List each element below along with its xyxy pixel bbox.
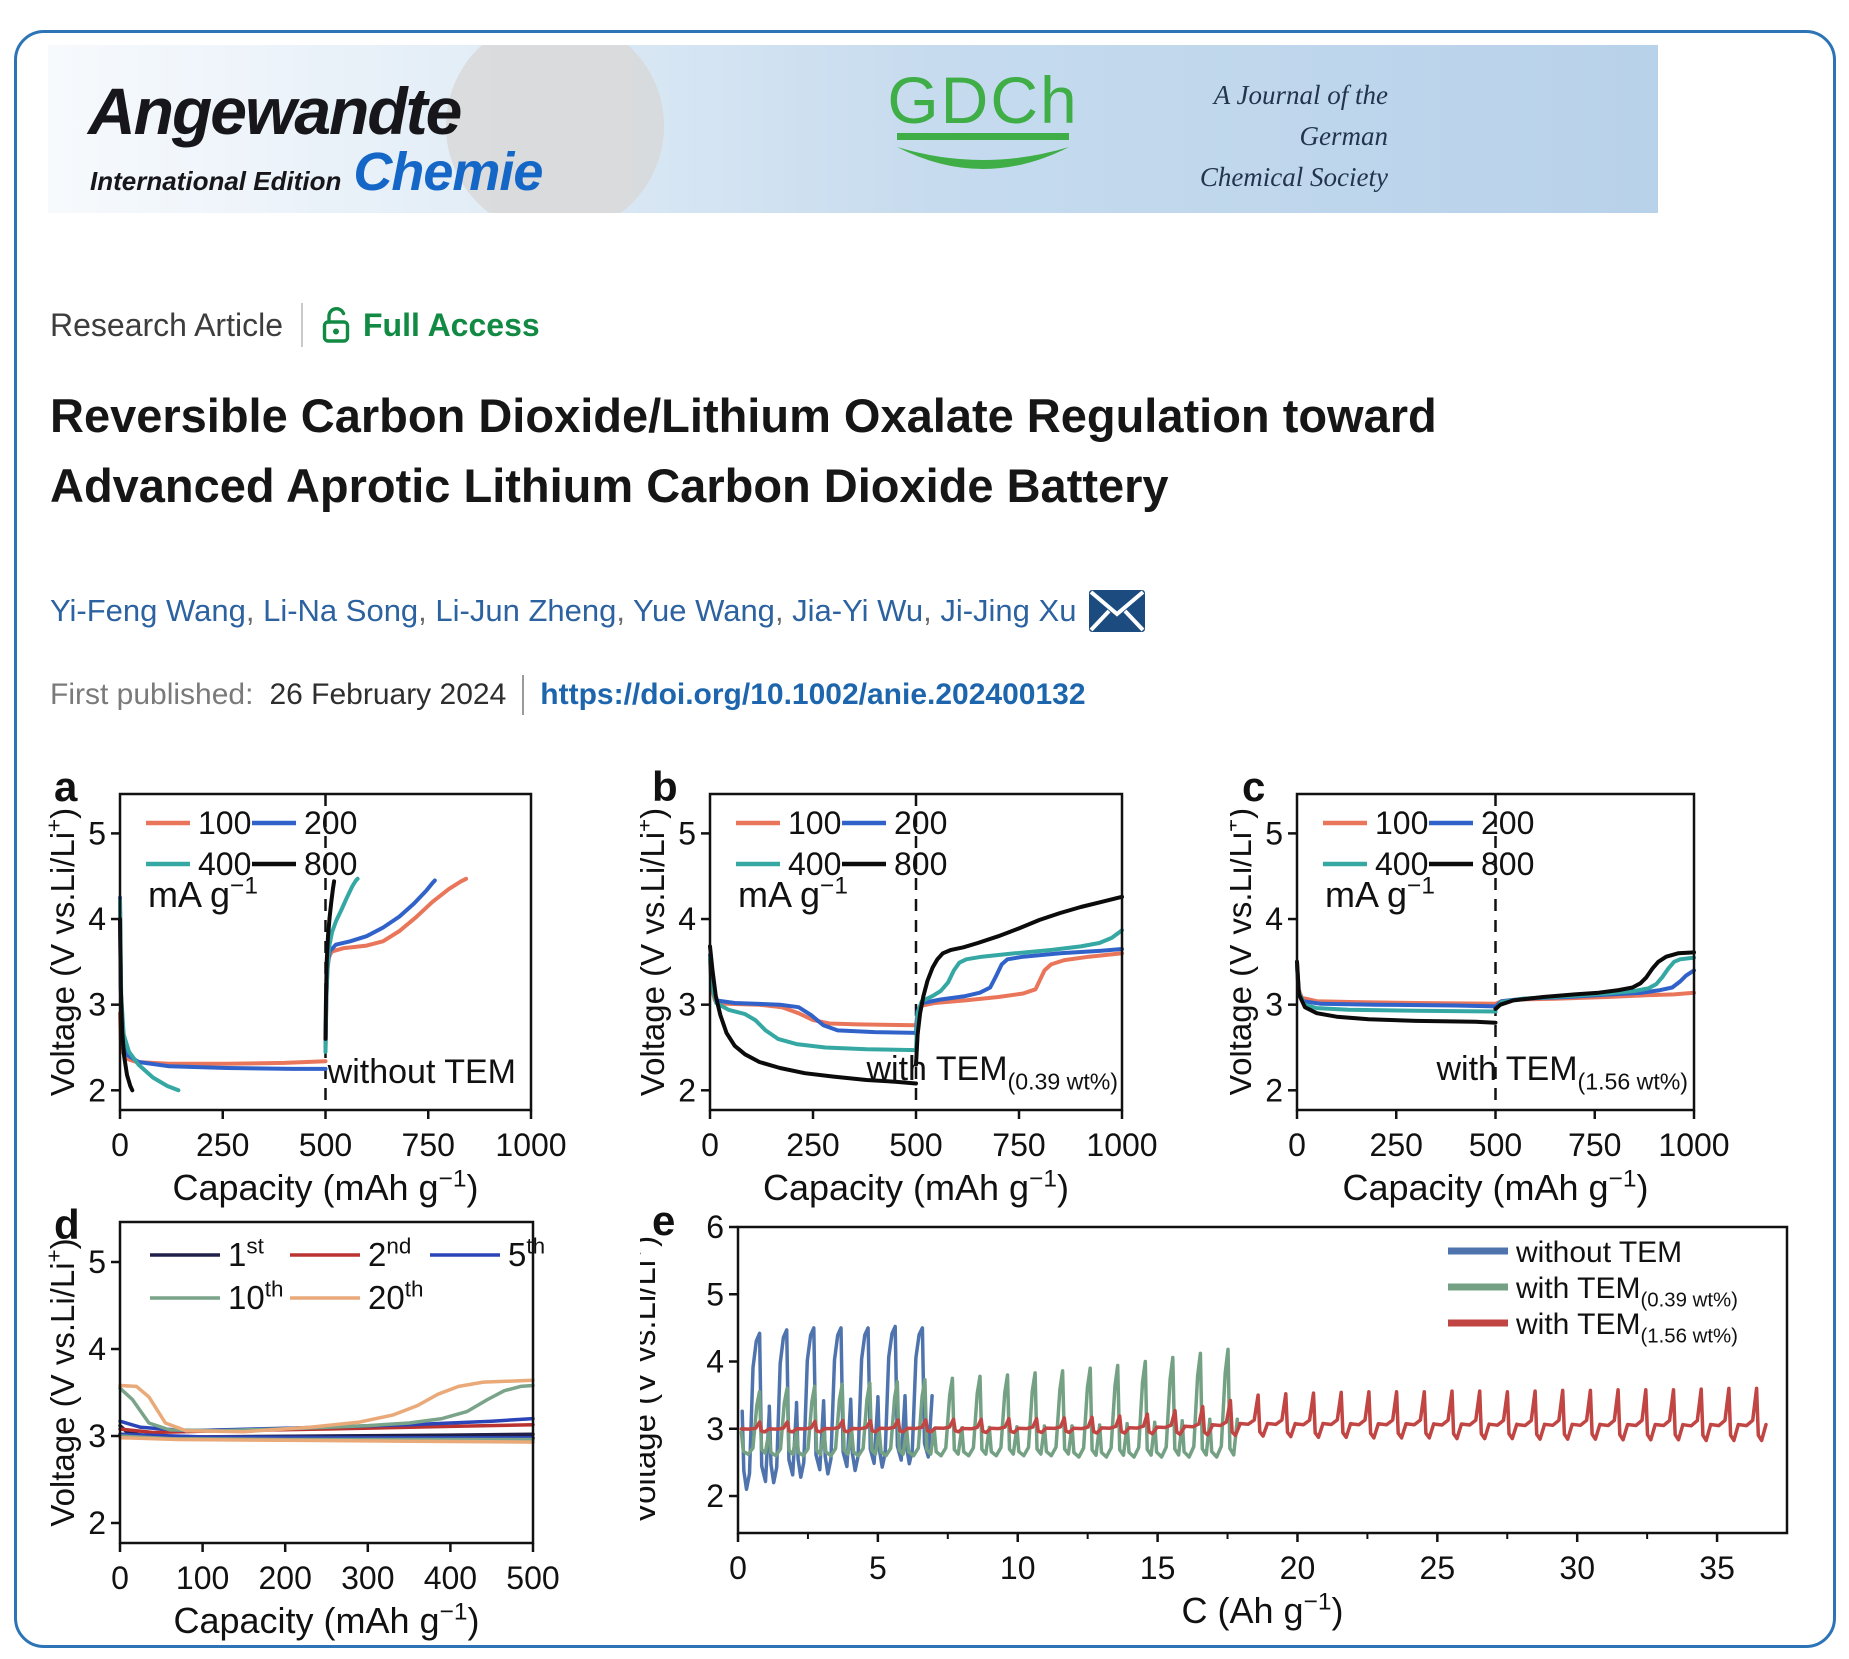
- author-link[interactable]: Li-Jun Zheng: [435, 593, 617, 628]
- email-icon[interactable]: [1088, 589, 1146, 633]
- banner-decorative-circle: [446, 45, 664, 213]
- journal-logo-angewandte: Angewandte: [88, 74, 462, 148]
- article-title-line1: Reversible Carbon Dioxide/Lithium Oxalat…: [50, 389, 1437, 442]
- access-badge-label: Full Access: [362, 306, 540, 343]
- article-card: Angewandte International Edition Chemie …: [14, 30, 1836, 1648]
- author-list: Yi-Feng Wang, Li-Na Song, Li-Jun Zheng, …: [50, 589, 1146, 633]
- meta-divider: [300, 303, 303, 347]
- author-separator: ,: [616, 593, 634, 628]
- article-meta-row: Research Article Full Access: [50, 301, 540, 349]
- first-published-date: 26 February 2024: [269, 678, 507, 711]
- article-type-label: Research Article: [50, 306, 283, 343]
- author-link[interactable]: Li-Na Song: [263, 593, 419, 628]
- author-separator: ,: [418, 593, 436, 628]
- author-link[interactable]: Ji-Jing Xu: [940, 593, 1077, 628]
- publication-row: First published: 26 February 2024 https:…: [50, 675, 1086, 715]
- gdch-logo-bowl-icon: [897, 133, 1069, 169]
- journal-tagline: A Journal of the German Chemical Society: [1108, 75, 1388, 198]
- article-title-line2: Advanced Aprotic Lithium Carbon Dioxide …: [50, 459, 1169, 512]
- journal-logo-chemie: Chemie: [353, 142, 543, 202]
- access-badge: Full Access: [321, 306, 540, 344]
- tagline-line: Chemical Society: [1199, 162, 1388, 193]
- article-title: Reversible Carbon Dioxide/Lithium Oxalat…: [50, 381, 1570, 521]
- gdch-logo: GDCh: [868, 67, 1098, 184]
- author-link[interactable]: Yi-Feng Wang: [50, 593, 246, 628]
- author-separator: ,: [923, 593, 941, 628]
- tagline-line: German: [1299, 121, 1389, 152]
- journal-banner: Angewandte International Edition Chemie …: [48, 45, 1658, 213]
- first-published-label: First published:: [50, 678, 254, 711]
- author-link[interactable]: Yue Wang: [633, 593, 775, 628]
- pub-divider: [522, 675, 525, 715]
- author-link[interactable]: Jia-Yi Wu: [792, 593, 924, 628]
- tagline-line: A Journal of the: [1213, 80, 1388, 110]
- author-separator: ,: [774, 593, 793, 628]
- journal-logo-subline: International Edition Chemie: [90, 141, 543, 203]
- journal-logo-edition: International Edition: [90, 166, 342, 196]
- doi-link[interactable]: https://doi.org/10.1002/anie.202400132: [540, 678, 1086, 711]
- author-names: Yi-Feng Wang, Li-Na Song, Li-Jun Zheng, …: [50, 593, 1076, 629]
- open-lock-icon: [322, 307, 350, 343]
- author-separator: ,: [245, 593, 264, 628]
- gdch-logo-text: GDCh: [887, 63, 1079, 137]
